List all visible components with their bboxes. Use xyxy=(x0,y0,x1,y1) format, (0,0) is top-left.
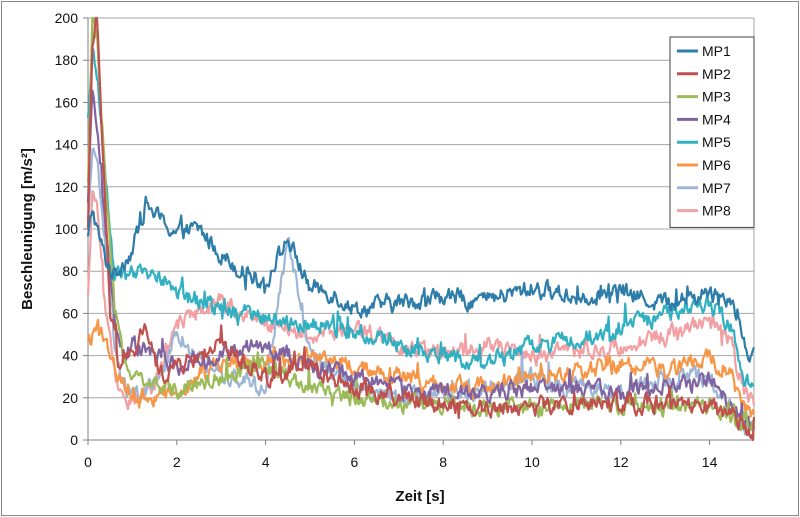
series-line-mp1 xyxy=(86,195,756,363)
y-tick-label: 0 xyxy=(70,432,78,448)
x-tick-label: 8 xyxy=(439,454,447,470)
x-tick-label: 4 xyxy=(262,454,270,470)
legend-box xyxy=(669,36,755,228)
y-tick-label: 20 xyxy=(62,390,78,406)
y-tick-label: 120 xyxy=(55,179,79,195)
x-tick-label: 12 xyxy=(613,454,629,470)
legend-label-mp2: MP2 xyxy=(702,66,731,82)
x-tick-label: 14 xyxy=(702,454,718,470)
y-tick-label: 160 xyxy=(55,94,79,110)
x-axis-ticks: 0 2 4 6 8 10 12 14 xyxy=(84,440,718,470)
legend-label-mp3: MP3 xyxy=(702,89,731,105)
series-line-mp4 xyxy=(86,89,755,429)
y-axis-title: Beschleunigung [m/s²] xyxy=(19,148,36,310)
legend-label-mp1: MP1 xyxy=(702,43,731,59)
x-tick-label: 6 xyxy=(351,454,359,470)
y-tick-label: 200 xyxy=(55,10,79,26)
y-tick-label: 60 xyxy=(62,305,78,321)
y-tick-label: 180 xyxy=(55,52,79,68)
x-tick-label: 0 xyxy=(84,454,92,470)
legend-label-mp8: MP8 xyxy=(702,203,731,219)
legend-label-mp7: MP7 xyxy=(702,180,731,196)
legend: MP1 MP2 MP3 MP4 MP5 MP6 MP7 MP8 xyxy=(669,36,755,228)
y-tick-label: 100 xyxy=(55,221,79,237)
series-line-mp5 xyxy=(86,46,755,388)
legend-label-mp6: MP6 xyxy=(702,157,731,173)
x-axis-title: Zeit [s] xyxy=(395,488,444,505)
y-axis-ticks: 0 20 40 60 80 100 120 140 160 180 200 xyxy=(55,10,88,448)
y-tick-label: 40 xyxy=(62,348,78,364)
series-layer xyxy=(86,16,756,442)
legend-label-mp5: MP5 xyxy=(702,134,731,150)
x-tick-label: 10 xyxy=(524,454,540,470)
series-line-mp2 xyxy=(86,16,756,442)
series-line-mp6 xyxy=(86,318,756,418)
y-tick-label: 80 xyxy=(62,263,78,279)
y-tick-label: 140 xyxy=(55,137,79,153)
legend-label-mp4: MP4 xyxy=(702,111,731,127)
x-tick-label: 2 xyxy=(173,454,181,470)
